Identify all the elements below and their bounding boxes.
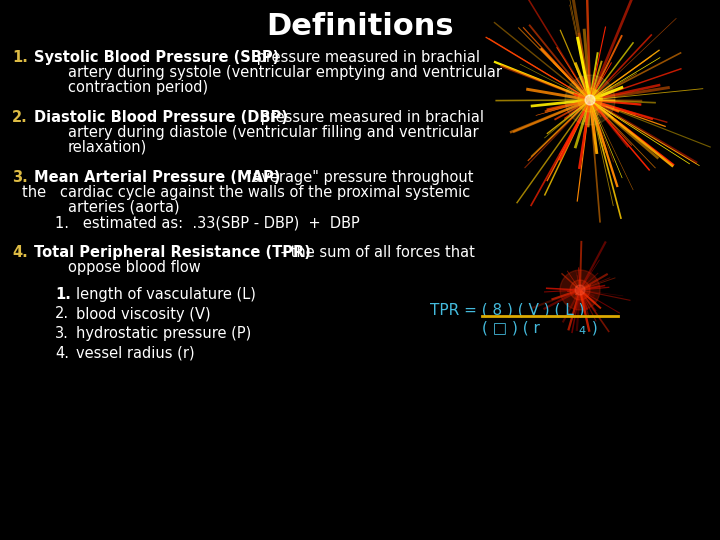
Text: 4.: 4. xyxy=(55,346,69,361)
Text: 3.: 3. xyxy=(12,170,28,185)
Text: Systolic Blood Pressure (SBP): Systolic Blood Pressure (SBP) xyxy=(34,50,279,65)
Text: Diastolic Blood Pressure (DBP): Diastolic Blood Pressure (DBP) xyxy=(34,110,288,125)
Text: blood viscosity (V): blood viscosity (V) xyxy=(76,307,211,321)
Text: artery during diastole (ventricular filling and ventricular: artery during diastole (ventricular fill… xyxy=(68,125,479,140)
Text: 4.: 4. xyxy=(12,245,28,260)
Text: "average" pressure throughout: "average" pressure throughout xyxy=(241,170,474,185)
Text: 1.: 1. xyxy=(12,50,28,65)
Circle shape xyxy=(560,270,600,310)
Text: 4: 4 xyxy=(578,326,585,335)
Text: pressure measured in brachial: pressure measured in brachial xyxy=(256,110,484,125)
Text: Total Peripheral Resistance (TPR): Total Peripheral Resistance (TPR) xyxy=(34,245,311,260)
Circle shape xyxy=(575,285,585,295)
Text: arteries (aorta): arteries (aorta) xyxy=(68,200,179,215)
Circle shape xyxy=(578,88,602,112)
Text: TPR = ( 8 ) ( V ) ( L ): TPR = ( 8 ) ( V ) ( L ) xyxy=(430,302,585,318)
Text: vessel radius (r): vessel radius (r) xyxy=(76,346,194,361)
Text: - the sum of all forces that: - the sum of all forces that xyxy=(276,245,475,260)
Circle shape xyxy=(565,75,615,125)
Text: 1.: 1. xyxy=(55,287,71,302)
Text: contraction period): contraction period) xyxy=(68,80,208,95)
Text: 3.: 3. xyxy=(55,326,69,341)
Circle shape xyxy=(570,280,590,300)
Text: ( □ ) ( r: ( □ ) ( r xyxy=(482,321,540,335)
Text: 1.   estimated as:  .33(SBP - DBP)  +  DBP: 1. estimated as: .33(SBP - DBP) + DBP xyxy=(55,215,360,230)
Text: the   cardiac cycle against the walls of the proximal systemic: the cardiac cycle against the walls of t… xyxy=(22,185,470,200)
Text: artery during systole (ventricular emptying and ventricular: artery during systole (ventricular empty… xyxy=(68,65,502,80)
Text: hydrostatic pressure (P): hydrostatic pressure (P) xyxy=(76,326,251,341)
Text: 2.: 2. xyxy=(55,307,69,321)
Text: length of vasculature (L): length of vasculature (L) xyxy=(76,287,256,302)
Text: relaxation): relaxation) xyxy=(68,140,148,155)
Text: oppose blood flow: oppose blood flow xyxy=(68,260,201,275)
Text: Definitions: Definitions xyxy=(266,12,454,41)
Circle shape xyxy=(585,95,595,105)
Text: ): ) xyxy=(587,321,598,335)
Text: pressure measured in brachial: pressure measured in brachial xyxy=(252,50,480,65)
Text: Mean Arterial Pressure (MAP): Mean Arterial Pressure (MAP) xyxy=(34,170,280,185)
Text: 2.: 2. xyxy=(12,110,28,125)
